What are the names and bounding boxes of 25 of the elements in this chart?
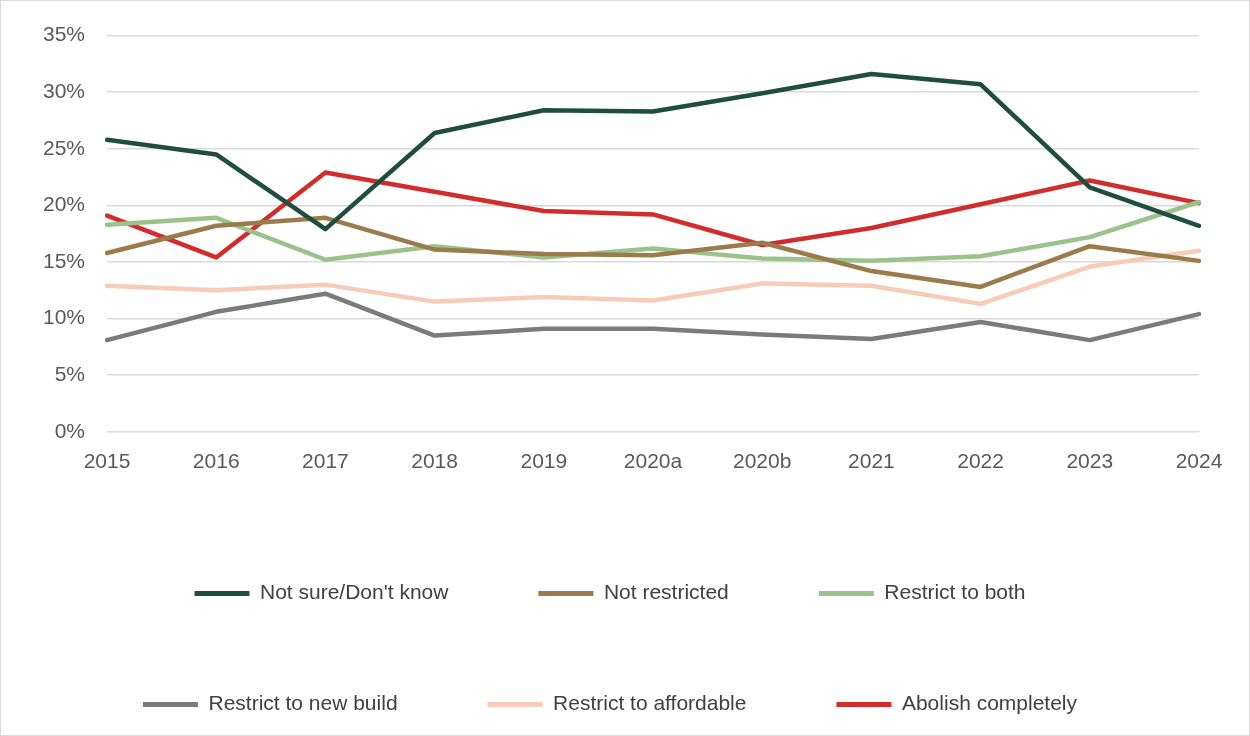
x-tick-label: 2016 [192, 449, 240, 473]
x-tick-label: 2018 [411, 449, 458, 473]
legend-label: Abolish completely [901, 691, 1078, 715]
x-tick-label: 2024 [1175, 449, 1223, 473]
y-tick-label: 5% [54, 362, 86, 385]
x-tick-label: 2019 [520, 449, 568, 473]
x-tick-label: 2020a [623, 449, 683, 473]
legend-label: Restrict to new build [208, 691, 398, 715]
y-tick-label: 30% [43, 79, 86, 102]
x-tick-label: 2021 [848, 449, 895, 473]
x-tick-label: 2022 [957, 449, 1004, 473]
y-tick-label: 0% [54, 418, 86, 442]
y-tick-label: 35% [43, 22, 86, 46]
x-tick-label: 2015 [83, 449, 131, 473]
legend-label: Restrict to affordable [553, 691, 747, 715]
legend-label: Not sure/Don't know [259, 580, 450, 604]
y-tick-label: 15% [43, 248, 86, 272]
y-tick-label: 10% [43, 305, 86, 329]
y-tick-label: 20% [43, 192, 86, 216]
x-tick-label: 2023 [1066, 449, 1114, 473]
legend-label: Not restricted [603, 580, 729, 604]
legend-label: Restrict to both [884, 580, 1026, 604]
y-tick-label: 25% [43, 135, 86, 159]
x-tick-label: 2020b [733, 449, 792, 473]
x-tick-label: 2017 [302, 449, 349, 473]
